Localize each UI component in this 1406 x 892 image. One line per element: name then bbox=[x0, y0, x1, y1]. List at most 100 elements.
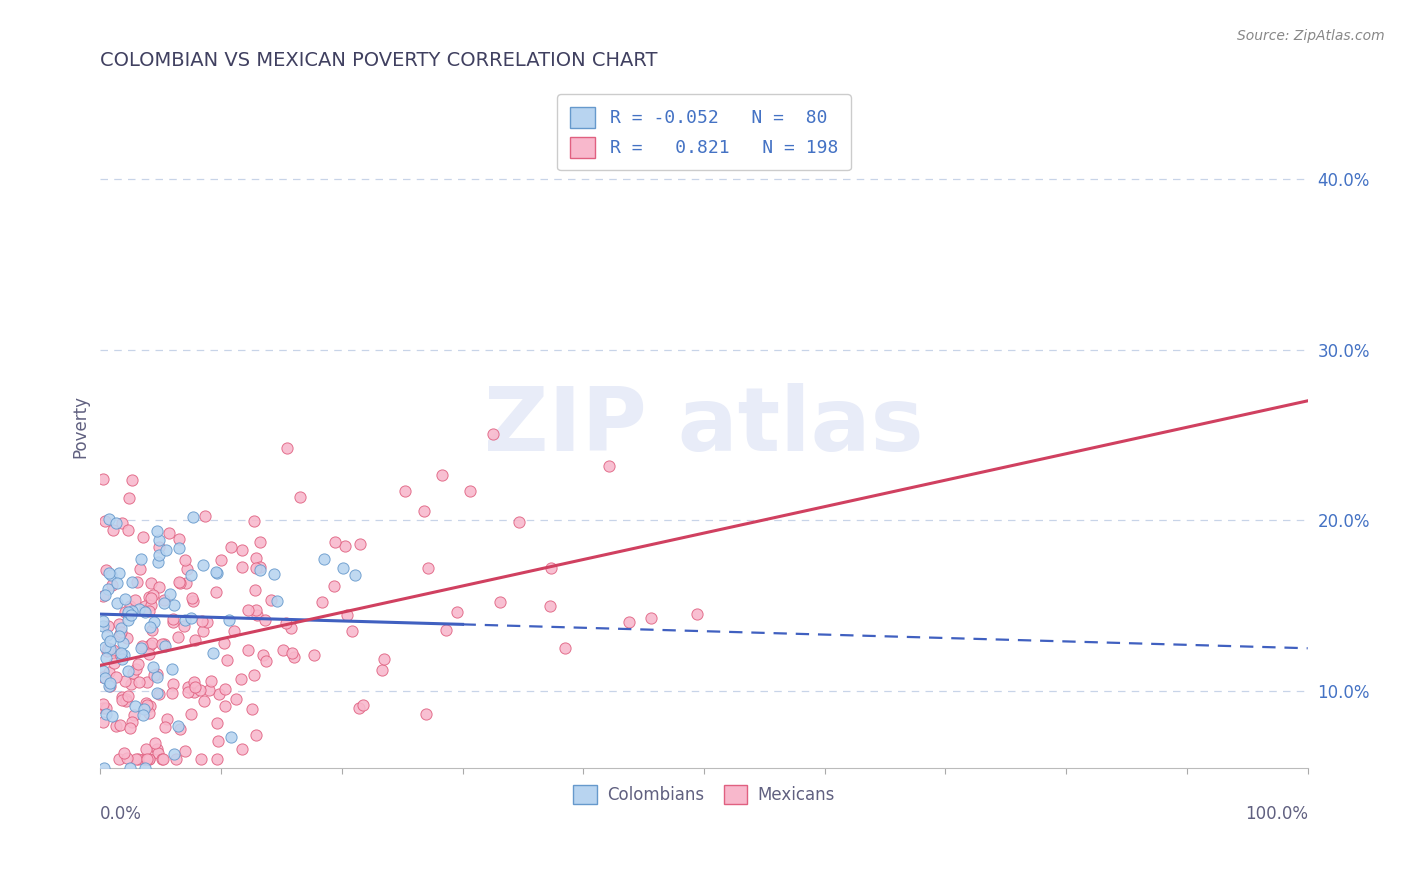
Point bbox=[121, 574, 143, 589]
Point bbox=[97, 619, 120, 633]
Point bbox=[302, 648, 325, 662]
Point bbox=[208, 687, 231, 701]
Point bbox=[124, 662, 146, 676]
Point bbox=[148, 540, 170, 554]
Point bbox=[554, 640, 576, 655]
Point bbox=[271, 643, 294, 657]
Point bbox=[174, 576, 197, 591]
Point bbox=[100, 568, 122, 582]
Point bbox=[155, 720, 177, 734]
Point bbox=[167, 718, 190, 732]
Point bbox=[184, 680, 207, 694]
Point bbox=[489, 595, 512, 609]
Point bbox=[177, 685, 200, 699]
Point bbox=[141, 623, 163, 637]
Point bbox=[201, 646, 224, 660]
Point bbox=[183, 685, 205, 699]
Point bbox=[163, 599, 186, 613]
Point bbox=[205, 566, 228, 580]
Point bbox=[240, 702, 263, 716]
Point bbox=[214, 682, 236, 697]
Point bbox=[148, 580, 170, 594]
Point bbox=[91, 472, 114, 486]
Point bbox=[134, 599, 156, 613]
Point bbox=[120, 599, 142, 614]
Point bbox=[174, 613, 197, 627]
Point bbox=[173, 744, 195, 758]
Point bbox=[249, 560, 271, 574]
Point bbox=[111, 651, 134, 665]
Point bbox=[118, 491, 141, 506]
Point bbox=[96, 644, 118, 658]
Point bbox=[598, 458, 620, 473]
Point bbox=[120, 761, 142, 775]
Point bbox=[93, 588, 115, 602]
Point bbox=[110, 625, 132, 640]
Point bbox=[181, 510, 204, 524]
Point bbox=[139, 699, 162, 714]
Point bbox=[117, 689, 139, 703]
Point bbox=[373, 652, 395, 666]
Point bbox=[162, 612, 184, 626]
Point bbox=[98, 512, 121, 526]
Point bbox=[91, 701, 114, 715]
Point bbox=[142, 588, 165, 602]
Point bbox=[136, 698, 159, 713]
Point bbox=[311, 595, 333, 609]
Point bbox=[153, 636, 176, 650]
Point bbox=[132, 708, 155, 723]
Point bbox=[224, 624, 246, 638]
Point bbox=[121, 604, 143, 618]
Point bbox=[118, 721, 141, 735]
Legend: Colombians, Mexicans: Colombians, Mexicans bbox=[567, 778, 841, 811]
Point bbox=[225, 692, 247, 706]
Point bbox=[110, 621, 132, 635]
Point bbox=[194, 508, 217, 523]
Point bbox=[167, 532, 190, 546]
Point bbox=[134, 605, 156, 619]
Point bbox=[617, 615, 640, 629]
Point bbox=[91, 670, 114, 684]
Point bbox=[124, 752, 146, 766]
Point bbox=[146, 746, 169, 760]
Point bbox=[103, 656, 125, 670]
Point bbox=[413, 504, 436, 518]
Point bbox=[245, 603, 267, 617]
Point bbox=[205, 584, 228, 599]
Point bbox=[332, 561, 354, 575]
Text: 100.0%: 100.0% bbox=[1244, 805, 1308, 823]
Point bbox=[138, 752, 160, 766]
Point bbox=[136, 752, 159, 766]
Point bbox=[112, 648, 135, 663]
Point bbox=[120, 677, 142, 691]
Point bbox=[98, 679, 121, 693]
Point bbox=[103, 643, 125, 657]
Point bbox=[142, 667, 165, 681]
Point bbox=[91, 619, 114, 633]
Point bbox=[129, 552, 152, 566]
Point bbox=[394, 483, 416, 498]
Point bbox=[169, 576, 191, 591]
Point bbox=[108, 752, 131, 766]
Point bbox=[146, 742, 169, 756]
Point bbox=[229, 673, 252, 687]
Point bbox=[131, 530, 153, 544]
Point bbox=[193, 694, 215, 708]
Point bbox=[98, 665, 121, 679]
Point bbox=[197, 683, 219, 698]
Point bbox=[152, 593, 174, 607]
Point bbox=[91, 664, 114, 678]
Point bbox=[98, 633, 121, 648]
Point bbox=[131, 641, 153, 656]
Point bbox=[107, 566, 129, 581]
Point bbox=[97, 566, 120, 580]
Point bbox=[174, 553, 197, 567]
Point bbox=[249, 563, 271, 577]
Point bbox=[176, 562, 198, 576]
Point bbox=[128, 602, 150, 616]
Point bbox=[415, 706, 437, 721]
Point bbox=[134, 702, 156, 716]
Point bbox=[249, 535, 271, 549]
Point bbox=[117, 607, 139, 621]
Point bbox=[122, 666, 145, 681]
